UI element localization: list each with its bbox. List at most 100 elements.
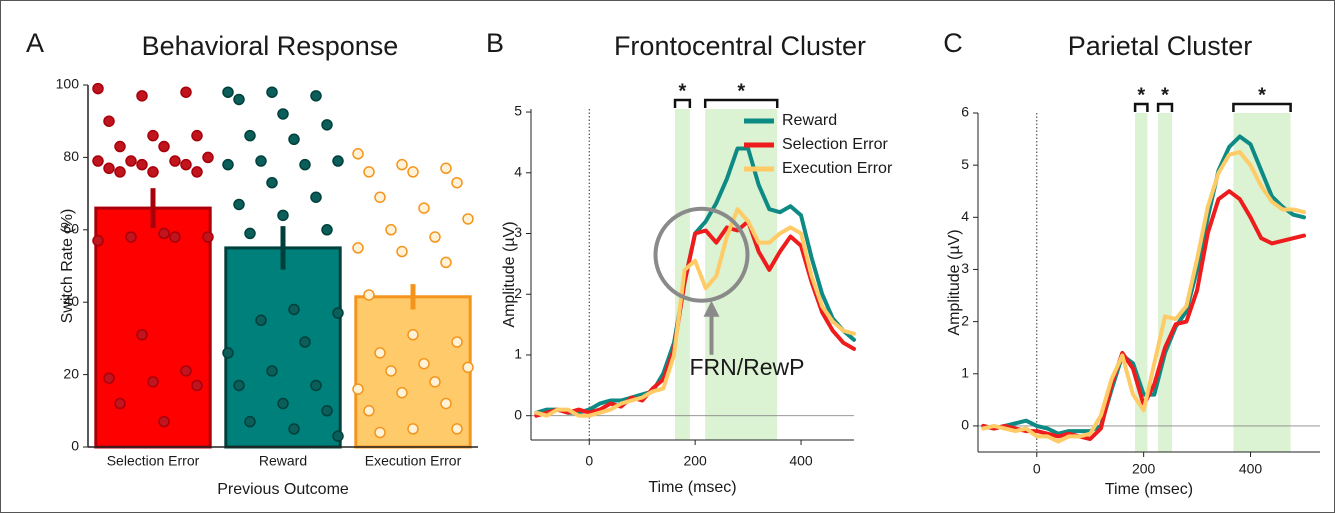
data-point xyxy=(310,379,322,392)
data-point xyxy=(114,166,126,178)
legend-label: Execution Error xyxy=(782,160,893,177)
data-point xyxy=(136,90,148,102)
annotation-label: FRN/RewP xyxy=(690,354,805,380)
data-point xyxy=(321,119,333,131)
significance-bracket xyxy=(1156,102,1174,112)
data-point xyxy=(266,176,278,189)
data-point xyxy=(169,231,181,243)
data-point xyxy=(244,415,256,428)
x-tick-label: 200 xyxy=(683,453,707,469)
data-point xyxy=(222,86,234,98)
significance-bracket xyxy=(1232,102,1292,112)
data-point xyxy=(396,158,408,171)
data-point xyxy=(125,155,137,167)
y-tick-label: 40 xyxy=(63,293,79,309)
x-axis-label: Time (msec) xyxy=(648,479,736,496)
data-point xyxy=(374,191,386,203)
y-tick-label: 0 xyxy=(961,417,969,433)
data-point xyxy=(180,158,192,171)
x-tick-label: 400 xyxy=(789,453,813,469)
data-point xyxy=(407,166,419,178)
data-point xyxy=(385,365,397,377)
x-tick-label: 0 xyxy=(585,453,593,469)
data-point xyxy=(158,140,170,153)
data-point xyxy=(136,329,148,341)
significance-bracket xyxy=(673,98,692,108)
y-tick-label: 80 xyxy=(63,148,79,164)
data-point xyxy=(363,289,375,301)
data-point xyxy=(255,155,267,167)
data-point xyxy=(266,86,278,98)
data-point xyxy=(158,415,170,428)
data-point xyxy=(114,397,126,410)
data-point xyxy=(147,129,159,142)
data-point xyxy=(255,314,267,327)
bar xyxy=(94,206,212,449)
data-point xyxy=(202,231,214,243)
annotation-circle xyxy=(653,206,750,303)
data-point xyxy=(180,86,192,98)
data-point xyxy=(310,90,322,102)
data-point xyxy=(352,383,364,395)
data-point xyxy=(451,423,463,435)
x-axis-label: Time (msec) xyxy=(1105,481,1193,498)
data-point xyxy=(233,198,245,211)
data-point xyxy=(158,227,170,240)
data-point xyxy=(374,347,386,359)
bar xyxy=(224,246,342,449)
data-point xyxy=(114,140,126,153)
data-point xyxy=(352,148,364,160)
y-axis-label: Amplitude (µV) xyxy=(946,229,963,335)
data-point xyxy=(332,430,344,442)
data-point xyxy=(429,231,441,243)
data-point xyxy=(92,155,104,167)
data-point xyxy=(136,158,148,171)
data-point xyxy=(321,224,333,236)
y-axis-label: Switch Rate (%) xyxy=(59,209,76,324)
data-point xyxy=(407,423,419,435)
significance-shade xyxy=(1233,113,1291,452)
legend-label: Reward xyxy=(782,112,837,129)
data-point xyxy=(92,82,104,95)
y-tick-label: 0 xyxy=(514,406,522,422)
x-tick-label: 0 xyxy=(1033,461,1041,477)
data-point xyxy=(374,426,386,439)
x-tick-label: 400 xyxy=(1239,461,1263,477)
y-tick-label: 20 xyxy=(63,365,79,381)
data-point xyxy=(103,115,115,127)
data-point xyxy=(385,224,397,236)
data-point xyxy=(277,397,289,410)
data-point xyxy=(440,256,452,269)
data-point xyxy=(396,245,408,258)
data-point xyxy=(191,379,203,392)
data-point xyxy=(222,158,234,171)
data-point xyxy=(396,386,408,399)
data-point xyxy=(299,336,311,348)
data-point xyxy=(222,347,234,359)
data-point xyxy=(202,151,214,164)
chart-title: Behavioral Response xyxy=(142,31,399,61)
panel-label: B xyxy=(486,28,504,58)
data-point xyxy=(103,372,115,384)
y-tick-label: 2 xyxy=(514,285,522,301)
data-point xyxy=(407,329,419,341)
data-point xyxy=(191,166,203,178)
data-point xyxy=(321,405,333,417)
y-tick-label: 2 xyxy=(961,312,969,328)
data-point xyxy=(288,303,300,316)
significance-label: * xyxy=(737,80,745,102)
panel-label: A xyxy=(26,28,44,58)
data-point xyxy=(147,376,159,388)
y-tick-label: 4 xyxy=(514,163,522,179)
data-point xyxy=(352,242,364,254)
data-point xyxy=(299,158,311,171)
y-tick-label: 6 xyxy=(961,104,969,120)
data-point xyxy=(332,155,344,167)
x-tick-label: 200 xyxy=(1132,461,1156,477)
significance-label: * xyxy=(1258,84,1266,106)
data-point xyxy=(418,357,430,370)
data-point xyxy=(266,365,278,377)
data-point xyxy=(233,379,245,392)
